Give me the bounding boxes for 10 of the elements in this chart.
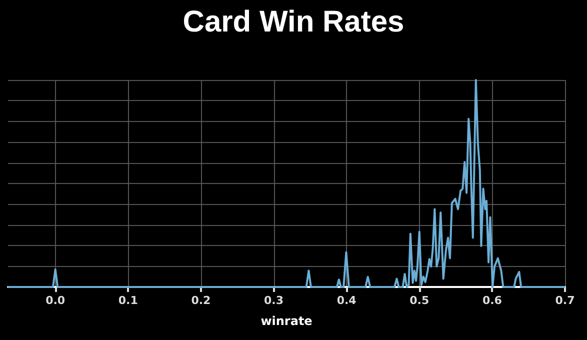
x-tick-label: 0.3	[264, 294, 284, 307]
x-tick-label: 0.7	[555, 294, 575, 307]
x-tick-label: 0.1	[118, 294, 138, 307]
x-tick-label: 0.5	[410, 294, 430, 307]
x-tick-label: 0.4	[336, 294, 357, 307]
x-axis-title: winrate	[260, 314, 312, 328]
chart-title: Card Win Rates	[182, 6, 404, 38]
x-tick-label: 0.2	[191, 294, 211, 307]
x-tick-label: 0.0	[46, 294, 66, 307]
x-tick-label: 0.6	[482, 294, 502, 307]
